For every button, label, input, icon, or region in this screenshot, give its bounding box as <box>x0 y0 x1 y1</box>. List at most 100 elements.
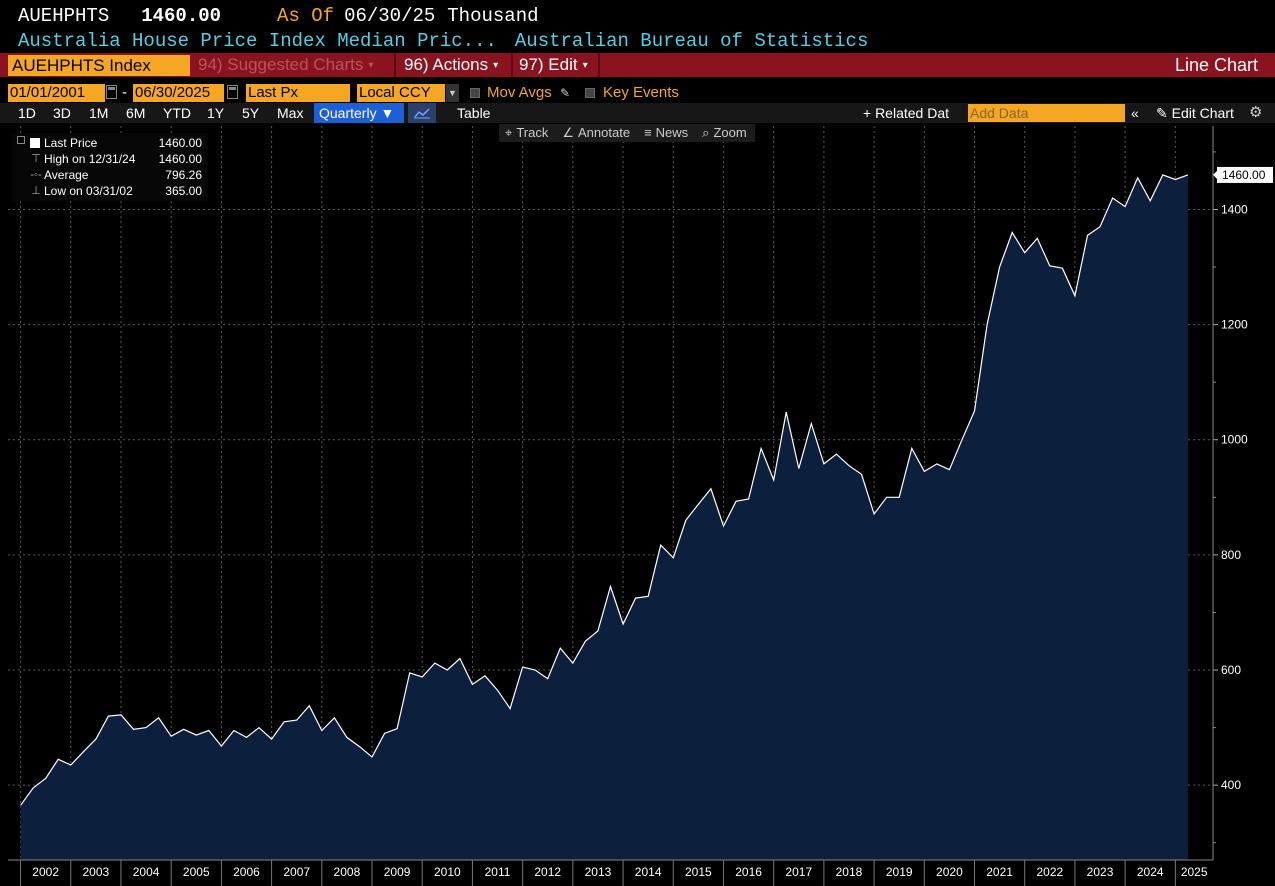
last-price: 1460.00 <box>141 5 222 27</box>
period-3d[interactable]: 3D <box>53 105 71 121</box>
caret-down-icon: ▼ <box>380 105 395 121</box>
y-tick-label: 1400 <box>1221 202 1248 216</box>
currency-select[interactable]: Local CCY <box>357 84 445 102</box>
x-tick-label: 2023 <box>1087 865 1114 879</box>
chart-type-label[interactable]: Line Chart <box>1174 55 1258 75</box>
line-chart-icon[interactable] <box>408 103 436 123</box>
y-axis: 400 600 800 1000 1200 1400 <box>1212 126 1248 860</box>
average-marker-icon: -◦- <box>30 169 42 181</box>
period-ytd[interactable]: YTD <box>163 105 191 121</box>
collapse-legend-icon[interactable] <box>17 136 25 144</box>
low-marker-icon: ⊥ <box>31 185 41 197</box>
y-tick-label: 600 <box>1221 663 1241 677</box>
y-tick-label: 1000 <box>1221 433 1248 447</box>
period-6m[interactable]: 6M <box>126 105 146 121</box>
mov-avgs-checkbox[interactable] <box>470 88 480 98</box>
x-tick-label: 2009 <box>384 865 411 879</box>
x-tick-label: 2018 <box>836 865 863 879</box>
key-events-label: Key Events <box>603 84 679 101</box>
end-date-field[interactable]: 06/30/2025 <box>133 84 224 102</box>
period-1y[interactable]: 1Y <box>207 105 225 121</box>
start-date-field[interactable]: 01/01/2001 <box>8 84 105 102</box>
chevron-down-icon[interactable]: ▼ <box>446 84 459 102</box>
menu-divider <box>598 53 600 77</box>
date-separator: - <box>122 84 127 101</box>
price-field-select[interactable]: Last Px <box>246 84 350 102</box>
x-tick-label: 2005 <box>183 865 210 879</box>
collapse-icon[interactable]: « <box>1131 105 1139 121</box>
frequency-select[interactable]: Quarterly ▼ <box>314 103 404 123</box>
period-1d[interactable]: 1D <box>18 105 36 121</box>
key-events-checkbox[interactable] <box>585 88 595 98</box>
tag-pointer <box>1213 169 1218 180</box>
x-tick-label: 2019 <box>886 865 913 879</box>
y-tick-label: 400 <box>1221 778 1241 792</box>
area-fill <box>20 174 1188 860</box>
track-tool[interactable]: ⌖ Track <box>505 125 549 140</box>
security-description: Australia House Price Index Median Pric.… <box>18 30 497 52</box>
x-tick-label: 2006 <box>233 865 260 879</box>
svg-text:1460.00: 1460.00 <box>1222 168 1266 182</box>
period-5y[interactable]: 5Y <box>242 105 260 121</box>
x-tick-label: 2007 <box>283 865 310 879</box>
add-data-input[interactable] <box>968 104 1125 122</box>
calendar-icon[interactable] <box>227 85 238 99</box>
y-tick-label: 1200 <box>1221 318 1248 332</box>
x-tick-label: 2022 <box>1036 865 1063 879</box>
x-axis: 2002 2003 2004 2005 2006 2007 2008 2009 2010 2011… <box>8 859 1213 886</box>
header-line-1: AUEHPHTS 1460.00 As Of 06/30/25 Thousand <box>18 5 539 29</box>
zoom-tool[interactable]: ⌕ Zoom <box>702 125 747 140</box>
x-tick-label: 2016 <box>735 865 762 879</box>
y-tick-label: 800 <box>1221 548 1241 562</box>
suggested-charts-menu[interactable]: 94) Suggested Charts ▾ <box>198 55 374 74</box>
x-tick-label: 2013 <box>585 865 612 879</box>
gear-icon[interactable]: ⚙ <box>1249 104 1263 121</box>
caret-down-icon: ▾ <box>582 60 588 71</box>
data-source: Australian Bureau of Statistics <box>514 30 869 52</box>
x-tick-label: 2015 <box>685 865 712 879</box>
x-tick-label: 2012 <box>534 865 561 879</box>
period-max[interactable]: Max <box>277 105 304 121</box>
x-tick-label: 2002 <box>32 865 59 879</box>
as-of-date: 06/30/25 <box>344 5 436 27</box>
x-tick-label: 2014 <box>635 865 662 879</box>
x-tick-label: 2020 <box>936 865 963 879</box>
x-tick-label: 2021 <box>986 865 1013 879</box>
x-tick-label: 2024 <box>1137 865 1164 879</box>
news-tool[interactable]: ≡ News <box>644 125 689 140</box>
x-tick-label: 2010 <box>434 865 461 879</box>
zoom-icon: ⌕ <box>702 125 710 140</box>
units: Thousand <box>447 5 539 27</box>
header-line-2: Australia House Price Index Median Pric.… <box>18 30 868 54</box>
pencil-icon: ✎ <box>1156 105 1168 121</box>
edit-chart-button[interactable]: ✎ Edit Chart <box>1156 105 1234 121</box>
annotate-icon: ∠ <box>562 125 575 140</box>
x-tick-label: 2011 <box>485 865 511 879</box>
caret-down-icon: ▾ <box>368 60 374 71</box>
as-of-label: As Of <box>277 5 335 27</box>
calendar-icon[interactable] <box>106 85 117 99</box>
related-data-button[interactable]: + Related Dat <box>863 105 949 121</box>
crosshair-icon: ⌖ <box>505 125 513 140</box>
edit-menu[interactable]: 97) Edit ▾ <box>519 55 588 74</box>
actions-menu[interactable]: 96) Actions ▾ <box>404 55 499 74</box>
period-1m[interactable]: 1M <box>89 105 109 121</box>
legend-average: -◦- Average 796.26 <box>30 168 202 182</box>
pencil-icon[interactable]: ✎ <box>560 86 571 100</box>
legend-high: ⊤ High on 12/31/24 1460.00 <box>31 152 202 166</box>
caret-down-icon: ▾ <box>493 60 499 71</box>
x-tick-label: 2017 <box>785 865 812 879</box>
ticker: AUEHPHTS <box>18 5 110 27</box>
table-button[interactable]: Table <box>457 105 491 121</box>
x-tick-label: 2025 <box>1181 865 1208 879</box>
news-icon: ≡ <box>644 125 652 140</box>
high-marker-icon: ⊤ <box>31 153 41 165</box>
menu-bar <box>0 53 1275 77</box>
mov-avgs-label: Mov Avgs <box>487 84 552 101</box>
menu-divider <box>394 53 396 77</box>
x-tick-label: 2004 <box>133 865 160 879</box>
annotate-tool[interactable]: ∠ Annotate <box>562 125 631 140</box>
price-line <box>20 174 1189 806</box>
index-name-field[interactable]: AUEHPHTS Index <box>8 55 190 76</box>
last-price-tag: 1460.00 <box>1213 166 1273 183</box>
